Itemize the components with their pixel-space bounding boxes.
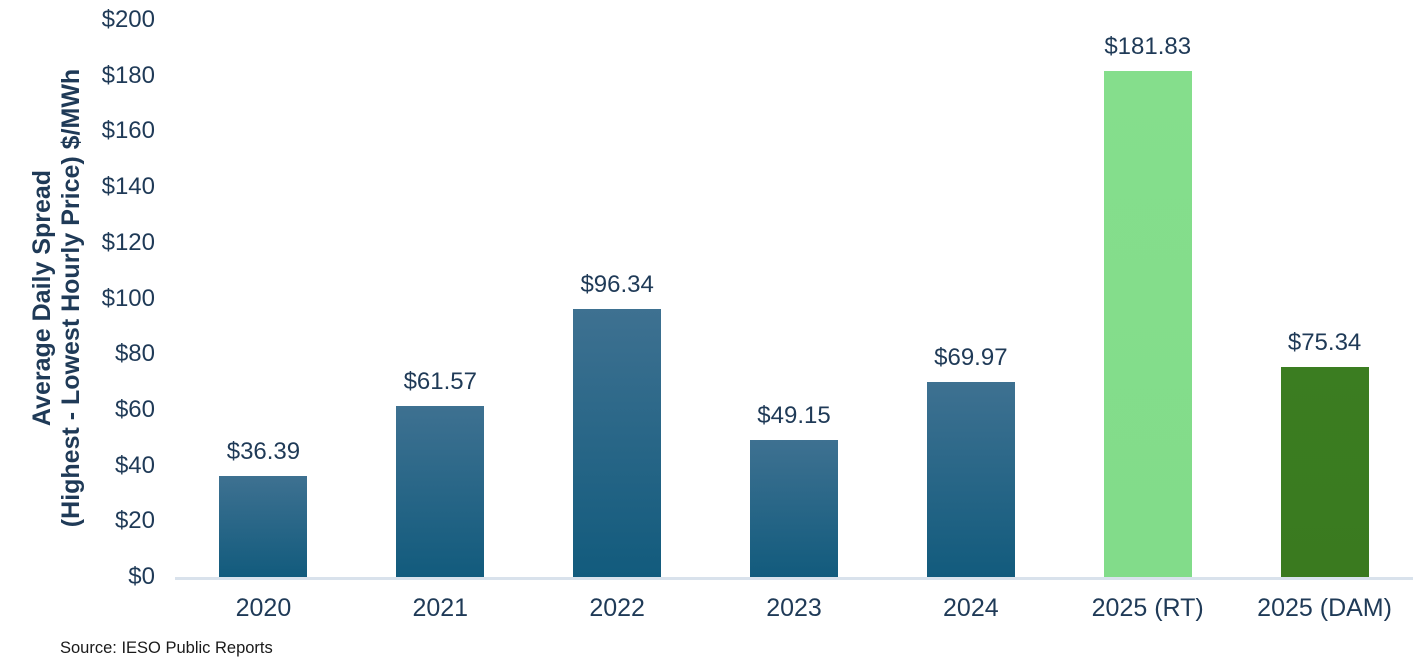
bar-2022: [573, 308, 662, 577]
bar-slot: $36.39: [219, 20, 308, 577]
y-axis-tick-label: $160: [101, 117, 155, 145]
bar-2020: [219, 475, 308, 577]
y-axis-tick-label: $140: [101, 173, 155, 201]
bar-slot: $75.34: [1280, 20, 1369, 577]
bar-slot: $69.97: [926, 20, 1015, 577]
y-axis-tick-label: $120: [101, 228, 155, 256]
bar-slot: $61.57: [396, 20, 485, 577]
x-axis-label: 2020: [235, 594, 292, 622]
bar-slot: $96.34: [573, 20, 662, 577]
bar-value-label: $69.97: [934, 344, 1008, 372]
x-axis-label: 2024: [943, 594, 999, 622]
y-axis-tick-label: $180: [101, 61, 155, 89]
bar-value-label: $61.57: [403, 367, 477, 395]
source-note: Source: IESO Public Reports: [60, 639, 273, 657]
y-axis-tick-label: $60: [114, 395, 155, 423]
bar-2023: [750, 440, 838, 577]
bar-2025-rt: [1103, 70, 1192, 577]
y-axis-tick-label: $200: [101, 6, 155, 33]
bar-value-label: $36.39: [226, 437, 301, 465]
bar-2025-dam: [1280, 367, 1369, 577]
y-axis-tick-label: $100: [101, 284, 155, 312]
x-axis-label: 2022: [589, 594, 645, 622]
x-axis-label: 2023: [766, 594, 822, 622]
bar-slot: $49.15: [750, 20, 838, 577]
x-axis-label: 2021: [412, 594, 469, 622]
y-axis-tick-labels: $0 $20 $40 $60 $80 $100 $120 $140 $160 $180 $200: [0, 6, 155, 590]
bar-value-label: $75.34: [1287, 329, 1362, 357]
bar-value-label: $96.34: [580, 270, 654, 298]
x-axis-label: 2025 (RT): [1091, 594, 1204, 622]
bar-2021: [396, 405, 485, 577]
x-axis-label: 2025 (DAM): [1257, 594, 1392, 622]
x-axis-labels: 2020 2021 2022 2023 2024 2025 (RT) 2025 (DAM): [175, 594, 1413, 630]
y-axis-tick-label: $80: [114, 340, 155, 368]
y-axis-tick-label: $40: [114, 451, 155, 479]
bar-value-label: $49.15: [757, 402, 831, 430]
bar-value-label: $181.83: [1104, 32, 1192, 60]
y-axis-tick-label: $20: [114, 507, 155, 535]
bar-slot: $181.83: [1103, 20, 1192, 577]
y-axis-tick-label: $0: [128, 563, 155, 590]
plot-area: $36.39 $61.57 $96.34 $49.15 $69.97 $181.83 $75…: [175, 20, 1413, 580]
bar-2024: [926, 382, 1015, 577]
